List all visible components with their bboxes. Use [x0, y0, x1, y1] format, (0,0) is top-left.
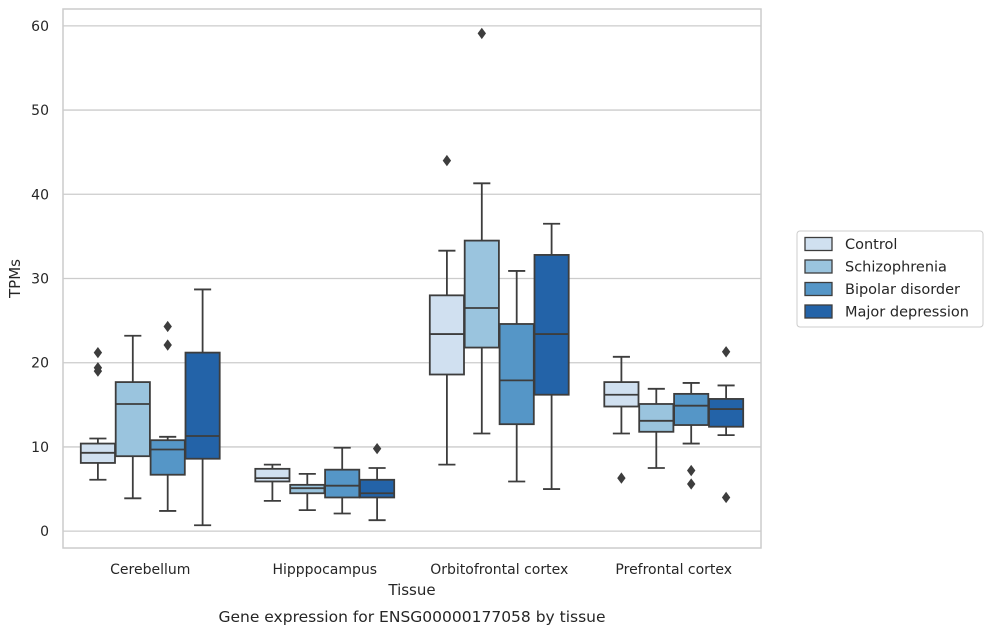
box-0-3 — [184, 288, 221, 527]
legend-label: Schizophrenia — [845, 260, 947, 276]
box-2-0 — [428, 154, 465, 466]
box-1-3 — [359, 442, 396, 522]
box-iqr — [673, 392, 710, 426]
x-tick-label: Prefrontal cortex — [615, 562, 732, 578]
outlier-point — [687, 478, 696, 490]
box-1-1 — [289, 472, 326, 512]
box-marks — [79, 27, 745, 527]
box-iqr — [638, 403, 675, 433]
legend-label: Control — [845, 237, 897, 253]
legend-swatch — [804, 304, 833, 319]
x-tick-label: Orbitofrontal cortex — [430, 562, 568, 578]
box-3-2 — [673, 382, 710, 490]
box-0-0 — [79, 346, 116, 481]
outlier-point — [163, 320, 172, 333]
box-2-1 — [463, 27, 500, 435]
y-tick-label: 30 — [31, 272, 49, 288]
x-tick-labels: Cerebellum Hipppocampus Orbitofrontal cort… — [110, 562, 732, 578]
outlier-point — [93, 346, 103, 359]
y-tick-labels: 0 10 20 30 40 50 60 — [31, 19, 49, 540]
x-axis-label: Tissue — [387, 581, 435, 599]
box-iqr — [463, 239, 500, 349]
box-1-2 — [324, 446, 361, 515]
box-iqr — [498, 323, 535, 426]
outlier-point — [721, 346, 731, 358]
y-tick-label: 0 — [40, 524, 49, 540]
box-3-3 — [708, 346, 745, 504]
legend-label: Bipolar disorder — [845, 282, 960, 298]
box-iqr — [254, 467, 291, 483]
box-2-2 — [498, 270, 535, 483]
legend-swatch — [804, 259, 833, 274]
legend-swatch — [804, 236, 833, 252]
legend-frame — [796, 230, 984, 328]
outlier-point — [372, 442, 382, 455]
outlier-point — [687, 464, 696, 477]
box-iqr — [184, 351, 221, 460]
legend-items: Control Schizophrenia Bipolar disorder Majo… — [804, 236, 969, 321]
y-tick-label: 60 — [31, 19, 49, 35]
box-iqr — [114, 381, 151, 458]
outlier-point — [163, 339, 172, 351]
box-0-1 — [114, 334, 151, 500]
legend-label: Major depression — [845, 305, 969, 321]
legend: Control Schizophrenia Bipolar disorder Majo… — [796, 230, 984, 328]
box-1-0 — [254, 463, 291, 502]
box-iqr — [708, 398, 745, 428]
y-tick-label: 20 — [31, 356, 49, 372]
box-iqr — [533, 254, 570, 396]
y-axis-label: TPMs — [6, 259, 24, 299]
box-2-3 — [533, 222, 570, 490]
chart-caption: Gene expression for ENSG00000177058 by t… — [218, 608, 605, 626]
x-tick-label: Cerebellum — [110, 562, 190, 578]
box-iqr — [359, 478, 396, 499]
box-3-0 — [603, 355, 640, 484]
y-tick-label: 50 — [31, 103, 49, 119]
outlier-point — [442, 154, 452, 167]
outlier-point — [617, 472, 626, 484]
box-3-1 — [638, 387, 675, 469]
box-0-2 — [149, 320, 186, 512]
y-tick-label: 40 — [31, 187, 49, 203]
x-tick-label: Hipppocampus — [272, 562, 377, 578]
outlier-point — [93, 362, 103, 374]
outlier-point — [721, 491, 731, 504]
legend-swatch — [804, 281, 833, 297]
box-iqr — [149, 439, 186, 476]
y-tick-label: 10 — [31, 440, 49, 456]
plot-frame — [62, 8, 762, 549]
box-iqr — [324, 468, 361, 499]
outlier-point — [477, 27, 486, 40]
